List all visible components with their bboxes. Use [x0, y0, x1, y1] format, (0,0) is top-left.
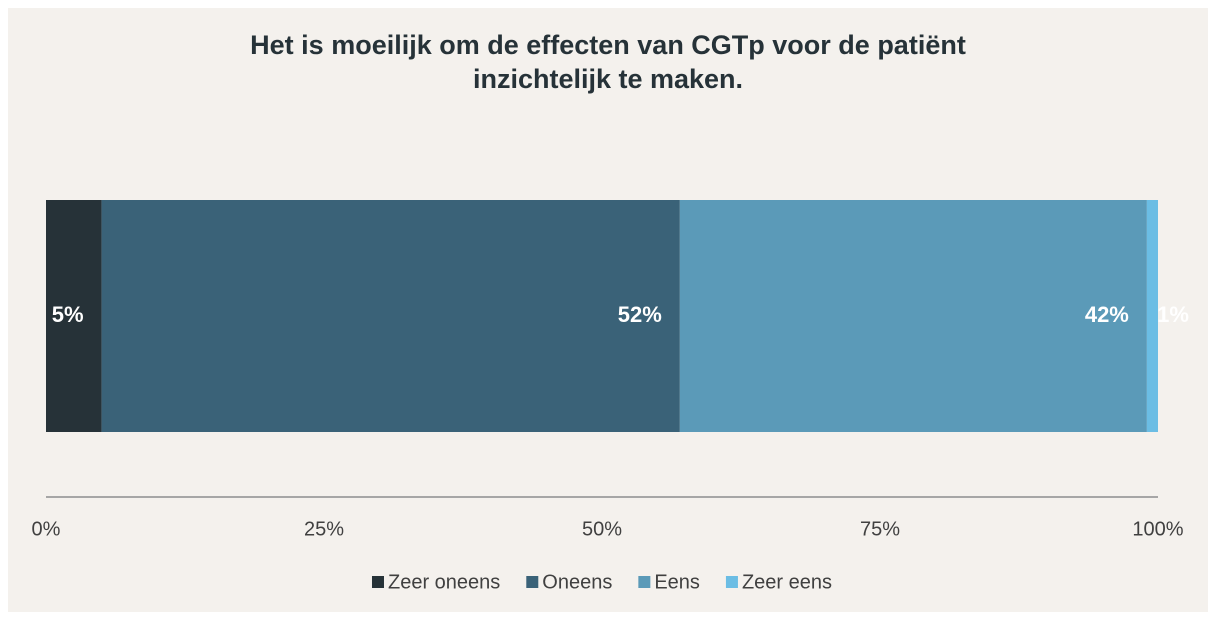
data-label: 52%: [618, 302, 662, 327]
chart-title: Het is moeilijk om de effecten van CGTp …: [250, 30, 966, 94]
x-tick-label: 25%: [304, 518, 344, 540]
data-label: 42%: [1085, 302, 1129, 327]
data-label: 5%: [52, 302, 84, 327]
bar-segment: [679, 200, 1147, 432]
legend-swatch: [371, 576, 384, 588]
bar-segment: [1146, 200, 1158, 432]
x-tick-label: 0%: [32, 518, 61, 540]
bar-segment: [46, 200, 102, 432]
x-tick-label: 50%: [582, 518, 622, 540]
legend-swatch: [725, 576, 738, 588]
x-tick-label: 75%: [860, 518, 900, 540]
bar-segment: [101, 200, 680, 432]
x-tick-label: 100%: [1132, 518, 1183, 540]
legend-swatch: [526, 576, 539, 588]
legend-label: Zeer eens: [742, 571, 832, 593]
legend-swatch: [638, 576, 651, 588]
legend-label: Zeer oneens: [388, 571, 500, 593]
legend-label: Oneens: [542, 571, 612, 593]
legend-label: Eens: [654, 571, 700, 593]
data-label: 1%: [1157, 302, 1189, 327]
